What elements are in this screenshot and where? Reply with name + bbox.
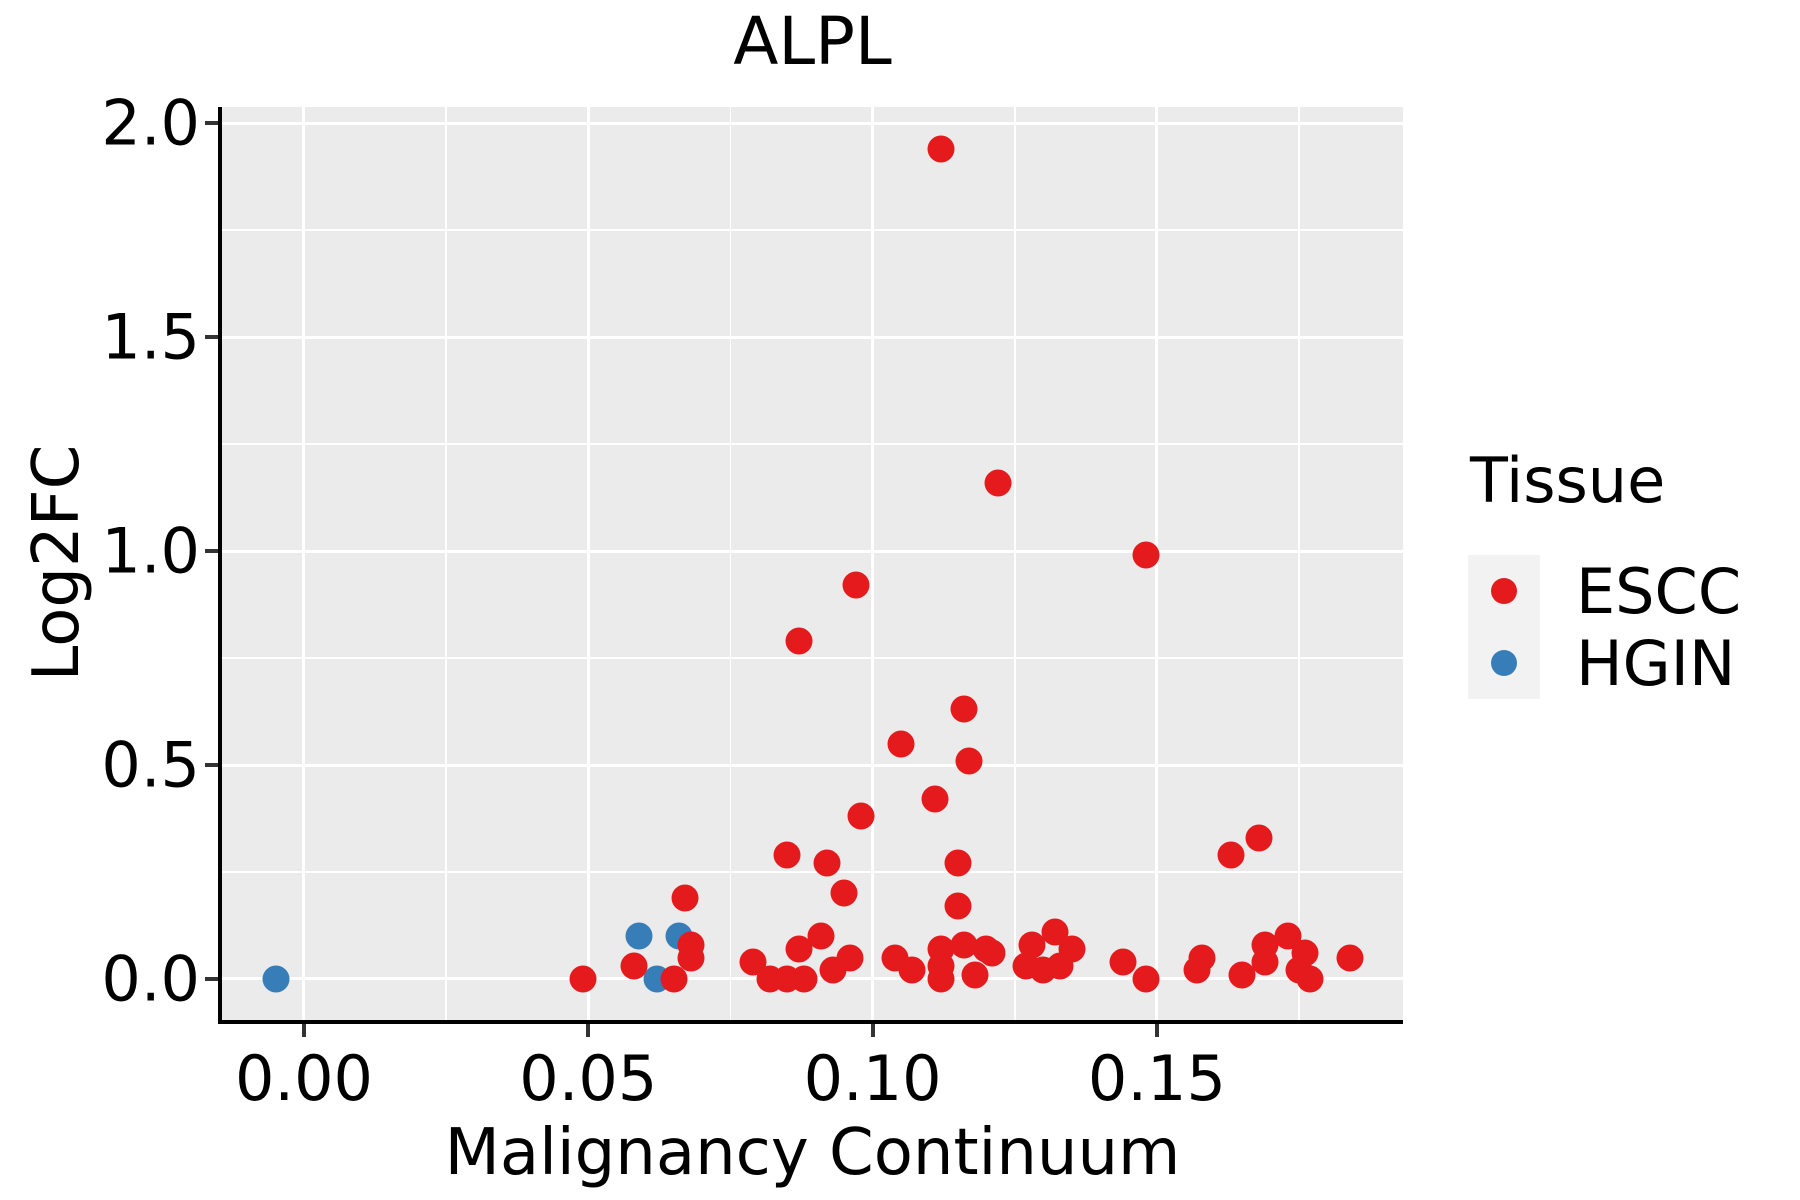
data-point-escc [898,956,926,984]
data-point-escc [785,935,813,963]
data-point-escc [961,961,989,989]
gridline-y-minor [222,229,1403,231]
x-tick-mark [301,1024,306,1037]
data-point-escc [984,469,1012,497]
y-tick-mark [205,121,218,125]
legend: Tissue ESCC HGIN [1468,444,1742,700]
data-point-escc [1018,931,1046,959]
data-point-escc [813,849,841,877]
data-point-escc [944,892,972,920]
x-tick-mark [870,1024,875,1037]
data-point-escc [978,939,1006,967]
x-tick-mark [1154,1024,1159,1037]
y-tick-mark [205,549,218,553]
data-point-escc [921,785,949,813]
x-tick-label: 0.15 [1087,1042,1226,1115]
data-point-escc [950,695,978,723]
x-axis-title: Malignancy Continuum [444,1116,1181,1190]
gridline-x-minor [1014,107,1016,1020]
gridline-x-major [871,107,875,1020]
data-point-escc [1109,948,1137,976]
gridline-x-major [586,107,590,1020]
data-point-escc [887,730,915,758]
data-point-escc [677,944,705,972]
data-point-escc [1336,944,1364,972]
data-point-escc [1132,965,1160,993]
y-tick-mark [205,763,218,767]
gridline-x-minor [729,107,732,1020]
data-point-escc [1188,944,1216,972]
data-point-escc [927,965,955,993]
legend-label-escc: ESCC [1576,554,1742,628]
data-point-escc [790,965,818,993]
data-point-hgin [625,922,653,950]
data-point-escc [671,884,699,912]
legend-key-hgin [1468,627,1540,699]
plot-title: ALPL [733,3,892,80]
data-point-escc [1245,824,1273,852]
y-axis-title: Log2FC [20,444,94,682]
y-tick-mark [205,335,218,339]
data-point-escc [785,627,813,655]
data-point-hgin [262,965,290,993]
legend-title: Tissue [1470,444,1666,517]
y-tick-label: 1.0 [101,514,200,588]
data-point-escc [950,931,978,959]
gridline-y-major [222,549,1403,553]
x-tick-mark [586,1024,591,1037]
legend-label-hgin: HGIN [1576,626,1736,700]
plot-panel [222,107,1403,1020]
legend-entry-escc: ESCC [1468,554,1742,628]
data-point-escc [807,922,835,950]
escc-dot-icon [1491,578,1517,604]
data-point-escc [1228,961,1256,989]
data-point-escc [927,135,955,163]
data-point-escc [1291,939,1319,967]
data-point-escc [773,841,801,869]
data-point-escc [1296,965,1324,993]
gridline-x-major [1155,107,1159,1020]
x-tick-label: 0.10 [803,1042,942,1115]
data-point-escc [955,747,983,775]
legend-entry-hgin: HGIN [1468,626,1741,700]
gridline-y-minor [222,443,1403,445]
gridline-x-major [302,107,306,1020]
gridline-y-major [222,763,1403,767]
data-point-escc [1217,841,1245,869]
gridline-x-minor [1298,107,1300,1020]
data-point-escc [847,802,875,830]
gridline-y-minor [222,657,1403,659]
data-point-escc [842,571,870,599]
data-point-escc [620,952,648,980]
x-tick-label: 0.00 [234,1042,374,1115]
legend-key-escc [1468,555,1540,627]
gridline-x-minor [445,107,447,1020]
y-tick-mark [205,976,218,981]
data-point-escc [1251,931,1279,959]
hgin-dot-icon [1491,650,1517,676]
x-tick-label: 0.05 [519,1042,658,1115]
data-point-escc [1058,935,1086,963]
gridline-y-major [222,335,1403,339]
y-tick-label: 0.0 [101,942,200,1016]
data-point-escc [944,849,972,877]
data-point-escc [660,965,688,993]
y-tick-label: 1.5 [101,300,200,374]
y-tick-label: 0.5 [101,728,200,802]
data-point-escc [836,944,864,972]
y-axis-line [218,107,222,1024]
y-tick-label: 2.0 [101,86,200,160]
gridline-y-major [222,121,1403,125]
data-point-escc [569,965,597,993]
x-axis-line [218,1020,1403,1024]
gridline-y-minor [222,871,1403,873]
data-point-escc [830,879,858,907]
data-point-escc [1132,541,1160,569]
